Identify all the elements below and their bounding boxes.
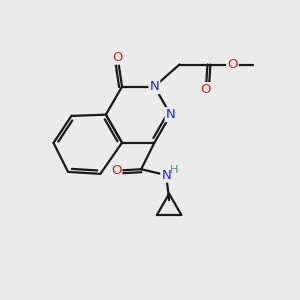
Text: N: N bbox=[161, 169, 171, 182]
Text: O: O bbox=[227, 58, 238, 71]
Text: O: O bbox=[201, 83, 211, 96]
Text: H: H bbox=[170, 165, 178, 175]
Text: O: O bbox=[112, 51, 123, 64]
Text: N: N bbox=[149, 80, 159, 93]
Text: O: O bbox=[111, 164, 122, 177]
Text: N: N bbox=[166, 108, 176, 121]
